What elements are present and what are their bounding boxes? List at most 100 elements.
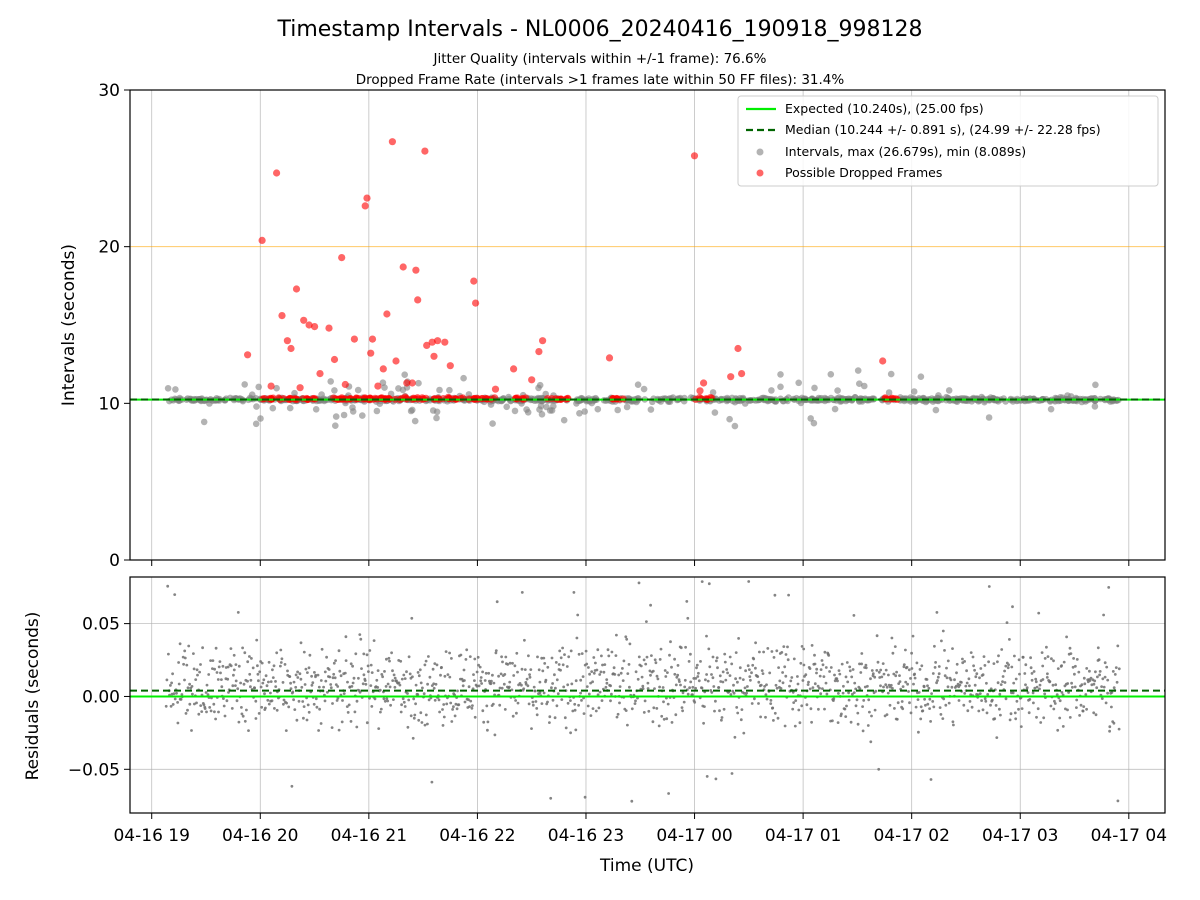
residual-point — [1055, 693, 1059, 696]
residual-point — [730, 772, 734, 775]
residual-point — [471, 687, 475, 691]
residual-point — [243, 651, 247, 655]
residual-point — [308, 653, 312, 657]
residual-point — [546, 700, 549, 704]
residual-point — [536, 655, 539, 659]
residual-point — [760, 669, 764, 672]
x-tick-label: 04-17 02 — [873, 826, 949, 846]
residual-point — [970, 705, 974, 709]
residual-point — [272, 664, 276, 668]
residual-point — [882, 685, 885, 689]
dropped-frame-point — [283, 337, 291, 345]
residual-point — [520, 683, 523, 687]
residual-point — [905, 665, 909, 669]
residual-point — [298, 672, 302, 676]
residual-point — [962, 703, 966, 707]
residual-point — [1093, 679, 1097, 683]
residual-point — [512, 674, 516, 677]
residual-point — [254, 717, 258, 720]
residual-point — [587, 692, 591, 696]
residual-point — [592, 671, 596, 675]
residual-point — [961, 657, 964, 661]
residual-point — [176, 701, 180, 704]
residual-point — [475, 670, 479, 674]
dropped-frame-point — [472, 299, 480, 307]
residual-point — [907, 690, 910, 693]
residual-point — [695, 663, 699, 667]
residual-point — [386, 699, 390, 703]
residual-point — [538, 680, 542, 684]
x-tick-label: 04-16 19 — [113, 826, 189, 846]
residual-point — [340, 720, 344, 724]
residual-point — [1035, 685, 1039, 689]
residual-point — [555, 678, 559, 682]
residual-point — [556, 692, 560, 696]
residual-point — [329, 683, 333, 686]
residual-point — [1013, 654, 1016, 658]
residual-point — [711, 676, 715, 680]
residual-point — [390, 651, 393, 655]
residual-point — [428, 675, 432, 679]
residual-point — [1048, 680, 1052, 683]
residual-point — [274, 685, 278, 688]
residual-point — [1014, 677, 1018, 681]
residual-point — [877, 670, 881, 674]
residual-point — [963, 660, 966, 663]
residual-point — [590, 670, 594, 673]
interval-point — [623, 403, 631, 411]
residual-point — [317, 685, 321, 689]
residual-point — [187, 644, 191, 648]
residual-point — [188, 682, 192, 686]
residual-point — [941, 629, 945, 633]
residual-point — [902, 663, 906, 666]
residual-point — [355, 725, 359, 729]
interval-point — [340, 411, 348, 419]
legend-frame — [737, 95, 1159, 187]
residual-point — [1004, 697, 1008, 701]
residual-point — [592, 656, 596, 659]
residual-point — [775, 686, 779, 690]
residual-point — [606, 648, 610, 652]
residual-point — [200, 710, 204, 713]
residual-point — [719, 680, 723, 683]
interval-point — [536, 406, 543, 413]
residual-point — [419, 711, 423, 715]
bottom-y-axis-label: Residuals (seconds) — [23, 612, 43, 781]
residual-point — [273, 707, 276, 710]
residual-point — [299, 677, 303, 681]
residual-point — [910, 667, 914, 670]
residual-point — [345, 705, 349, 708]
residual-point — [261, 681, 265, 685]
residual-point — [559, 656, 563, 660]
residual-point — [334, 659, 337, 662]
residual-point — [893, 707, 896, 710]
residual-point — [367, 670, 370, 673]
residual-point — [932, 705, 936, 709]
residual-point — [202, 703, 206, 707]
residual-point — [1005, 621, 1009, 624]
dropped-frame-point — [696, 387, 704, 395]
residual-point — [569, 731, 572, 735]
residual-point — [731, 689, 735, 693]
residual-point — [679, 646, 683, 650]
residual-point — [194, 678, 198, 681]
residual-point — [1043, 692, 1047, 696]
residual-point — [693, 700, 697, 704]
residual-point — [697, 671, 700, 675]
residual-point — [548, 715, 552, 719]
residual-point — [895, 717, 899, 721]
residual-point — [207, 673, 211, 676]
residual-point — [234, 679, 238, 683]
residual-point — [399, 659, 403, 663]
residual-point — [211, 667, 214, 670]
dropped-frame-point — [292, 285, 301, 293]
residual-point — [1046, 672, 1049, 676]
residual-point — [937, 665, 941, 668]
residual-point — [648, 669, 652, 673]
residual-point — [584, 649, 588, 653]
dropped-frame-point — [412, 266, 420, 274]
dropped-frame-point — [258, 236, 266, 244]
residual-point — [183, 678, 186, 682]
residual-point — [351, 681, 355, 685]
residual-point — [714, 777, 718, 781]
